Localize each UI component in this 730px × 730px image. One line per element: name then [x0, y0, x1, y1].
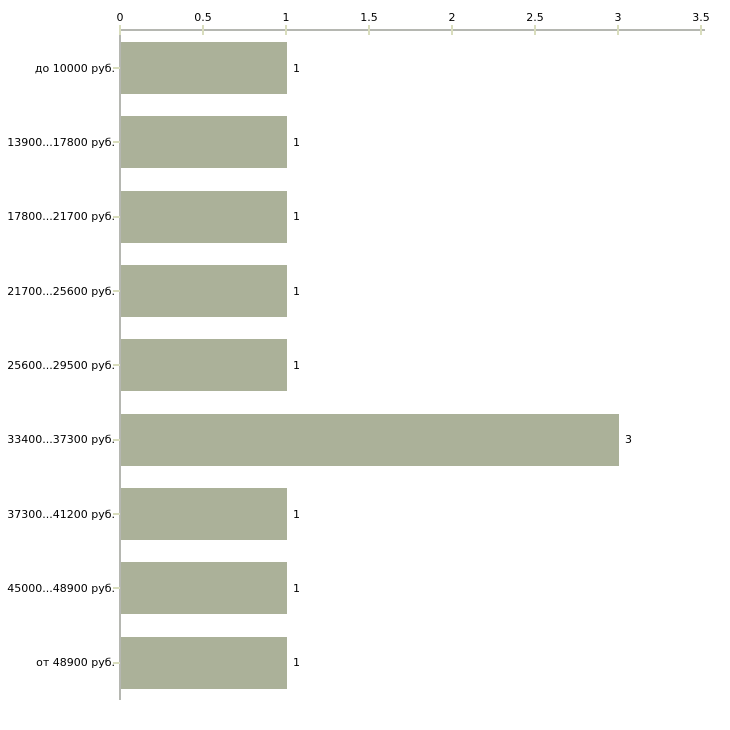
category-tick-mark [113, 438, 120, 441]
category-tick-mark [113, 290, 120, 293]
category-tick-mark [113, 141, 120, 144]
bar [121, 339, 287, 392]
x-tick-label: 3.5 [692, 11, 710, 24]
category-tick-mark [113, 215, 120, 218]
x-axis-line [120, 29, 705, 31]
value-label: 1 [293, 61, 300, 75]
value-label: 1 [293, 656, 300, 670]
category-tick-mark [113, 587, 120, 590]
value-label: 1 [293, 135, 300, 149]
category-label: от 48900 руб. [36, 656, 115, 670]
bar-row: 17800...21700 руб. 1 [7, 180, 702, 254]
bar [121, 413, 619, 466]
x-tick-mark [368, 25, 370, 35]
x-tick-label: 1 [282, 11, 290, 24]
value-label: 1 [293, 581, 300, 595]
category-label: 17800...21700 руб. [7, 210, 115, 224]
bar [121, 562, 287, 615]
x-tick-mark [119, 25, 121, 35]
bar-row: 25600...29500 руб. 1 [7, 328, 702, 402]
x-tick-mark [202, 25, 204, 35]
value-label: 1 [293, 284, 300, 298]
category-label: до 10000 руб. [34, 61, 115, 75]
x-tick-label: 0 [116, 11, 124, 24]
x-tick-mark [285, 25, 287, 35]
bar [121, 488, 287, 541]
bar-row: до 10000 руб. 1 [35, 31, 702, 105]
x-axis: 0 0.5 1 1.5 2 2.5 3 3.5 [116, 0, 710, 40]
x-tick-label: 0.5 [194, 11, 212, 24]
bar-row: 13900...17800 руб. 1 [7, 105, 702, 179]
bar [121, 116, 287, 169]
bar-row: 21700...25600 руб. 1 [7, 254, 702, 328]
y-axis-line [119, 29, 121, 700]
bar [121, 42, 287, 95]
plot-area: до 10000 руб. 1 13900...17800 руб. 1 17800..… [7, 31, 702, 700]
category-label: 45000...48900 руб. [7, 581, 115, 595]
x-tick-label: 3 [614, 11, 622, 24]
category-label: 33400...37300 руб. [7, 433, 115, 447]
bar-row: от 48900 руб. 1 [36, 626, 702, 700]
category-tick-mark [113, 67, 120, 70]
x-tick-mark [534, 25, 536, 35]
value-label: 1 [293, 358, 300, 372]
category-label: 25600...29500 руб. [7, 358, 115, 372]
category-label: 13900...17800 руб. [7, 135, 115, 149]
x-tick-label: 2.5 [526, 11, 544, 24]
value-label: 1 [293, 507, 300, 521]
category-label: 21700...25600 руб. [7, 284, 115, 298]
bar-row: 33400...37300 руб. 3 [7, 403, 702, 477]
category-tick-mark [113, 661, 120, 664]
x-tick-mark [700, 25, 702, 35]
bar [121, 265, 287, 318]
x-tick-label: 1.5 [360, 11, 378, 24]
category-tick-mark [113, 513, 120, 516]
value-label: 1 [293, 210, 300, 224]
x-tick-label: 2 [448, 11, 456, 24]
category-label: 37300...41200 руб. [7, 507, 115, 521]
bar-row: 37300...41200 руб. 1 [7, 477, 702, 551]
bar-row: 45000...48900 руб. 1 [7, 551, 702, 625]
bar [121, 636, 287, 689]
x-tick-mark [617, 25, 619, 35]
bar [121, 190, 287, 243]
category-tick-mark [113, 364, 120, 367]
value-label: 3 [625, 433, 632, 447]
x-tick-mark [451, 25, 453, 35]
